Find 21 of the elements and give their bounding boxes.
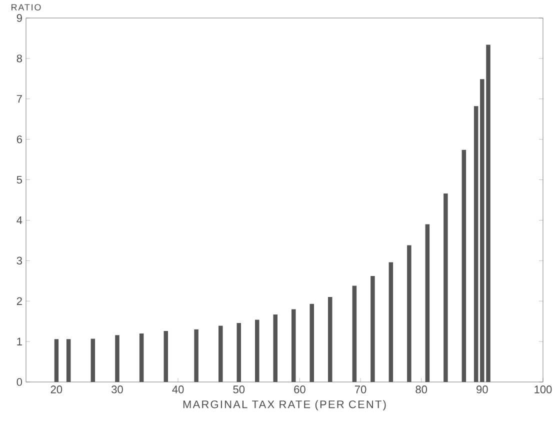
- x-tick-label: 80: [416, 386, 428, 394]
- x-tick-label: 30: [112, 386, 123, 394]
- x-tick-label: 70: [354, 386, 366, 394]
- x-tick-label: 90: [476, 386, 488, 394]
- y-tick-label: 0: [16, 378, 22, 386]
- y-axis-title: RATIO: [12, 4, 41, 10]
- x-tick-label: 40: [172, 386, 184, 394]
- x-tick-label: 50: [233, 386, 245, 394]
- x-tick-label: 20: [50, 386, 62, 394]
- y-tick-label: 8: [16, 54, 22, 62]
- y-tick-label: 9: [16, 14, 22, 22]
- x-tick-label: 60: [294, 386, 306, 394]
- y-tick-label: 6: [16, 135, 22, 144]
- y-tick-label: 4: [16, 216, 22, 224]
- y-tick-label: 7: [16, 95, 22, 103]
- y-tick-label: 1: [17, 338, 22, 346]
- x-tick-label: 100: [534, 386, 552, 394]
- y-tick-label: 5: [16, 176, 22, 184]
- x-axis-title: MARGINAL TAX RATE (PER CENT): [183, 400, 386, 410]
- y-tick-label: 3: [16, 256, 22, 265]
- y-tick-label: 2: [16, 297, 22, 305]
